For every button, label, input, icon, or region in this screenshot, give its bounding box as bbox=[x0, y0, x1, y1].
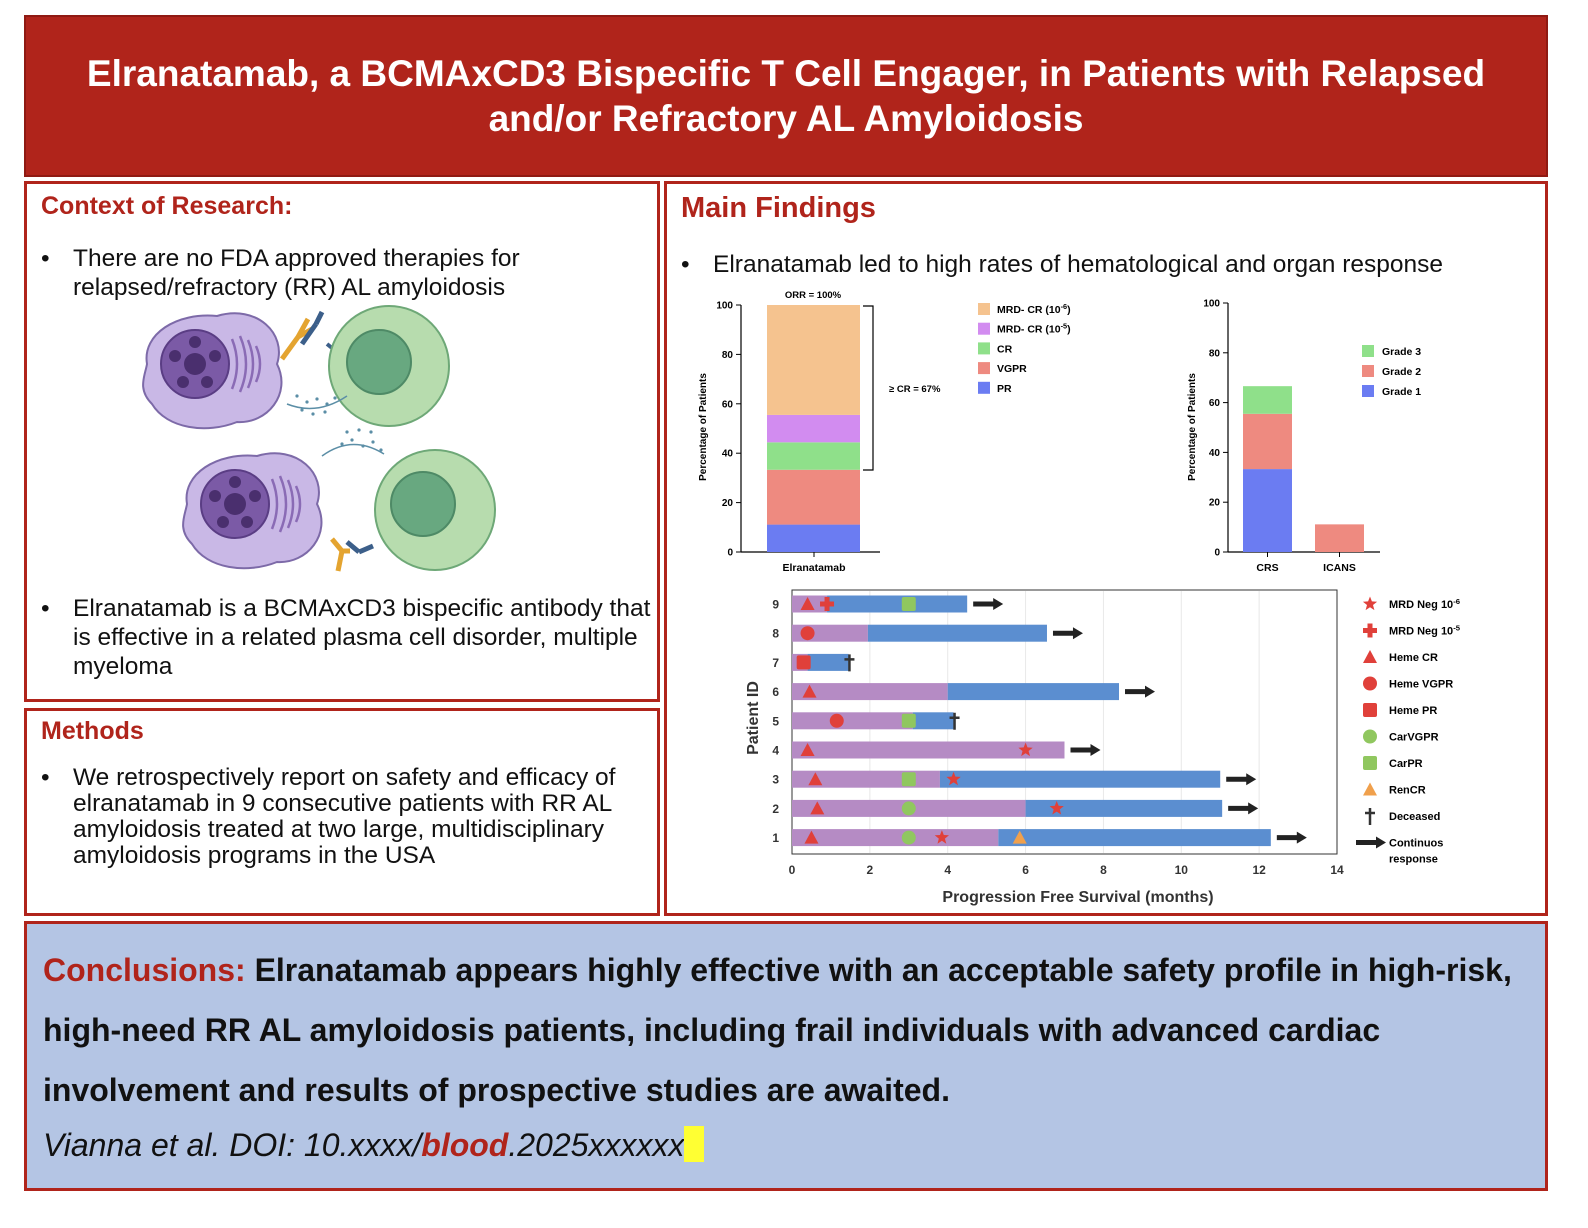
findings-heading: Main Findings bbox=[681, 192, 876, 224]
conclusions-panel: Conclusions: Elranatamab appears highly … bbox=[24, 921, 1548, 1191]
poster-title: Elranatamab, a BCMAxCD3 Bispecific T Cel… bbox=[86, 53, 1486, 139]
citation: Vianna et al. DOI: 10.xxxx/blood.2025xxx… bbox=[43, 1126, 705, 1164]
findings-bullet-1: • Elranatamab led to high rates of hemat… bbox=[681, 251, 1444, 278]
mechanism-illustration bbox=[142, 305, 496, 572]
t-cell-top bbox=[328, 305, 450, 427]
conclusions-heading: Conclusions: bbox=[43, 952, 246, 988]
highlight-marker bbox=[684, 1126, 705, 1162]
conclusions-text-block: Conclusions: Elranatamab appears highly … bbox=[43, 940, 1533, 1120]
plasma-cell-top bbox=[142, 312, 283, 430]
conclusions-text: Elranatamab appears highly effective wit… bbox=[43, 952, 1512, 1108]
context-heading: Context of Research: bbox=[41, 192, 293, 220]
bullet-dot: • bbox=[41, 245, 50, 272]
context-panel: Context of Research: • There are no FDA … bbox=[24, 181, 660, 702]
bispecific-antibody-bottom bbox=[330, 537, 374, 572]
citation-journal: blood bbox=[421, 1127, 509, 1163]
methods-heading: Methods bbox=[41, 717, 144, 745]
cytokine-dots-bottom bbox=[321, 428, 385, 457]
citation-suffix: .2025xxxxxx bbox=[508, 1127, 685, 1163]
bullet-dot: • bbox=[41, 595, 50, 622]
t-cell-bottom bbox=[374, 449, 496, 571]
bullet-dot: • bbox=[681, 251, 690, 278]
bullet-dot: • bbox=[41, 764, 50, 791]
context-bullet-2: • Elranatamab is a BCMAxCD3 bispecific a… bbox=[41, 595, 651, 680]
plasma-cell-bottom bbox=[182, 452, 323, 570]
bispecific-antibody-top bbox=[279, 310, 339, 361]
poster-header: Elranatamab, a BCMAxCD3 Bispecific T Cel… bbox=[24, 15, 1548, 177]
context-bullet-1: • There are no FDA approved therapies fo… bbox=[41, 245, 520, 301]
cytokine-dots-top bbox=[286, 394, 348, 416]
citation-prefix: Vianna et al. DOI: 10.xxxx/ bbox=[43, 1127, 422, 1163]
findings-panel: Main Findings • Elranatamab led to high … bbox=[664, 181, 1548, 916]
methods-panel: Methods • We retrospectively report on s… bbox=[24, 708, 660, 916]
methods-bullet-1: • We retrospectively report on safety an… bbox=[41, 764, 616, 869]
